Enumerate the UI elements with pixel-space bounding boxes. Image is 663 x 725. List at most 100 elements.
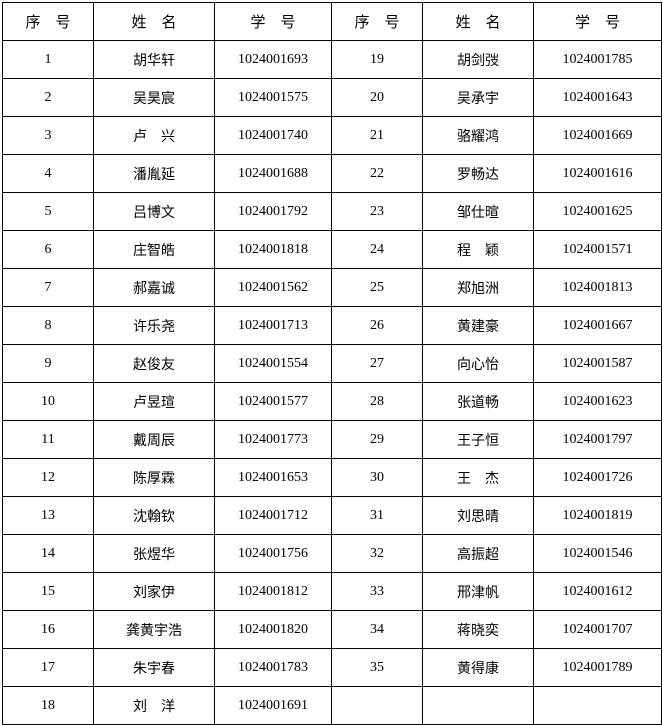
header-seq-right: 序 号	[331, 2, 423, 41]
student-id-cell: 1024001643	[533, 78, 662, 117]
name-cell: 郝嘉诚	[93, 268, 215, 307]
name-cell: 向心怡	[422, 344, 534, 383]
student-id-cell: 1024001783	[214, 648, 332, 687]
table-row: 11 戴周辰 1024001773 29 王子恒 1024001797	[2, 420, 662, 459]
seq-cell: 21	[331, 116, 423, 155]
name-cell: 吴昊宸	[93, 78, 215, 117]
name-cell: 黄得康	[422, 648, 534, 687]
name-cell: 高振超	[422, 534, 534, 573]
seq-cell: 17	[2, 648, 94, 687]
seq-cell: 27	[331, 344, 423, 383]
table-row: 17 朱宇春 1024001783 35 黄得康 1024001789	[2, 648, 662, 687]
student-id-cell: 1024001623	[533, 382, 662, 421]
seq-cell: 35	[331, 648, 423, 687]
student-id-cell: 1024001813	[533, 268, 662, 307]
name-cell: 郑旭洲	[422, 268, 534, 307]
seq-cell: 24	[331, 230, 423, 269]
name-cell: 张道畅	[422, 382, 534, 421]
seq-cell: 33	[331, 572, 423, 611]
student-id-cell: 1024001819	[533, 496, 662, 535]
student-id-cell: 1024001575	[214, 78, 332, 117]
student-id-cell: 1024001820	[214, 610, 332, 649]
table-row: 1 胡华轩 1024001693 19 胡剑弢 1024001785	[2, 40, 662, 79]
name-cell: 罗畅达	[422, 154, 534, 193]
student-id-cell: 1024001653	[214, 458, 332, 497]
name-cell: 朱宇春	[93, 648, 215, 687]
name-cell: 张煜华	[93, 534, 215, 573]
table-row: 18 刘 洋 1024001691	[2, 686, 662, 725]
seq-cell: 29	[331, 420, 423, 459]
table-row: 10 卢昱瑄 1024001577 28 张道畅 1024001623	[2, 382, 662, 421]
table-row: 9 赵俊友 1024001554 27 向心怡 1024001587	[2, 344, 662, 383]
seq-cell: 19	[331, 40, 423, 79]
seq-cell: 31	[331, 496, 423, 535]
table-row: 15 刘家伊 1024001812 33 邢津帆 1024001612	[2, 572, 662, 611]
name-cell: 骆耀鸿	[422, 116, 534, 155]
seq-cell: 12	[2, 458, 94, 497]
name-cell: 吕博文	[93, 192, 215, 231]
student-id-cell: 1024001726	[533, 458, 662, 497]
student-id-cell: 1024001707	[533, 610, 662, 649]
seq-cell: 25	[331, 268, 423, 307]
student-id-cell: 1024001688	[214, 154, 332, 193]
seq-cell: 26	[331, 306, 423, 345]
table-row: 6 庄智皓 1024001818 24 程 颖 1024001571	[2, 230, 662, 269]
seq-cell: 28	[331, 382, 423, 421]
student-id-cell: 1024001756	[214, 534, 332, 573]
name-cell: 刘家伊	[93, 572, 215, 611]
name-cell	[422, 686, 534, 725]
name-cell: 陈厚霖	[93, 458, 215, 497]
student-id-cell: 1024001693	[214, 40, 332, 79]
name-cell: 黄建豪	[422, 306, 534, 345]
seq-cell: 9	[2, 344, 94, 383]
student-id-cell: 1024001625	[533, 192, 662, 231]
student-id-cell: 1024001669	[533, 116, 662, 155]
header-id-right: 学 号	[533, 2, 662, 41]
seq-cell: 5	[2, 192, 94, 231]
name-cell: 沈翰钦	[93, 496, 215, 535]
table-row: 16 龚黄宇浩 1024001820 34 蒋晓奕 1024001707	[2, 610, 662, 649]
seq-cell: 4	[2, 154, 94, 193]
name-cell: 刘思晴	[422, 496, 534, 535]
student-id-cell: 1024001571	[533, 230, 662, 269]
seq-cell: 23	[331, 192, 423, 231]
student-id-cell: 1024001818	[214, 230, 332, 269]
seq-cell: 34	[331, 610, 423, 649]
student-id-cell: 1024001773	[214, 420, 332, 459]
seq-cell: 16	[2, 610, 94, 649]
name-cell: 刘 洋	[93, 686, 215, 725]
name-cell: 王 杰	[422, 458, 534, 497]
student-id-cell: 1024001562	[214, 268, 332, 307]
name-cell: 邢津帆	[422, 572, 534, 611]
name-cell: 卢 兴	[93, 116, 215, 155]
student-id-cell: 1024001612	[533, 572, 662, 611]
student-id-cell: 1024001712	[214, 496, 332, 535]
seq-cell: 20	[331, 78, 423, 117]
seq-cell: 18	[2, 686, 94, 725]
table-row: 8 许乐尧 1024001713 26 黄建豪 1024001667	[2, 306, 662, 345]
name-cell: 潘胤延	[93, 154, 215, 193]
student-id-cell: 1024001740	[214, 116, 332, 155]
name-cell: 蒋晓奕	[422, 610, 534, 649]
name-cell: 许乐尧	[93, 306, 215, 345]
seq-cell: 11	[2, 420, 94, 459]
seq-cell: 3	[2, 116, 94, 155]
name-cell: 邹仕暄	[422, 192, 534, 231]
name-cell: 吴承宇	[422, 78, 534, 117]
name-cell: 戴周辰	[93, 420, 215, 459]
seq-cell: 13	[2, 496, 94, 535]
seq-cell: 15	[2, 572, 94, 611]
name-cell: 卢昱瑄	[93, 382, 215, 421]
header-id-left: 学 号	[214, 2, 332, 41]
table-row: 4 潘胤延 1024001688 22 罗畅达 1024001616	[2, 154, 662, 193]
student-id-cell: 1024001667	[533, 306, 662, 345]
student-id-cell: 1024001577	[214, 382, 332, 421]
student-id-cell: 1024001616	[533, 154, 662, 193]
name-cell: 王子恒	[422, 420, 534, 459]
seq-cell: 22	[331, 154, 423, 193]
seq-cell: 8	[2, 306, 94, 345]
table-row: 13 沈翰钦 1024001712 31 刘思晴 1024001819	[2, 496, 662, 535]
student-id-cell: 1024001789	[533, 648, 662, 687]
table-row: 5 吕博文 1024001792 23 邹仕暄 1024001625	[2, 192, 662, 231]
